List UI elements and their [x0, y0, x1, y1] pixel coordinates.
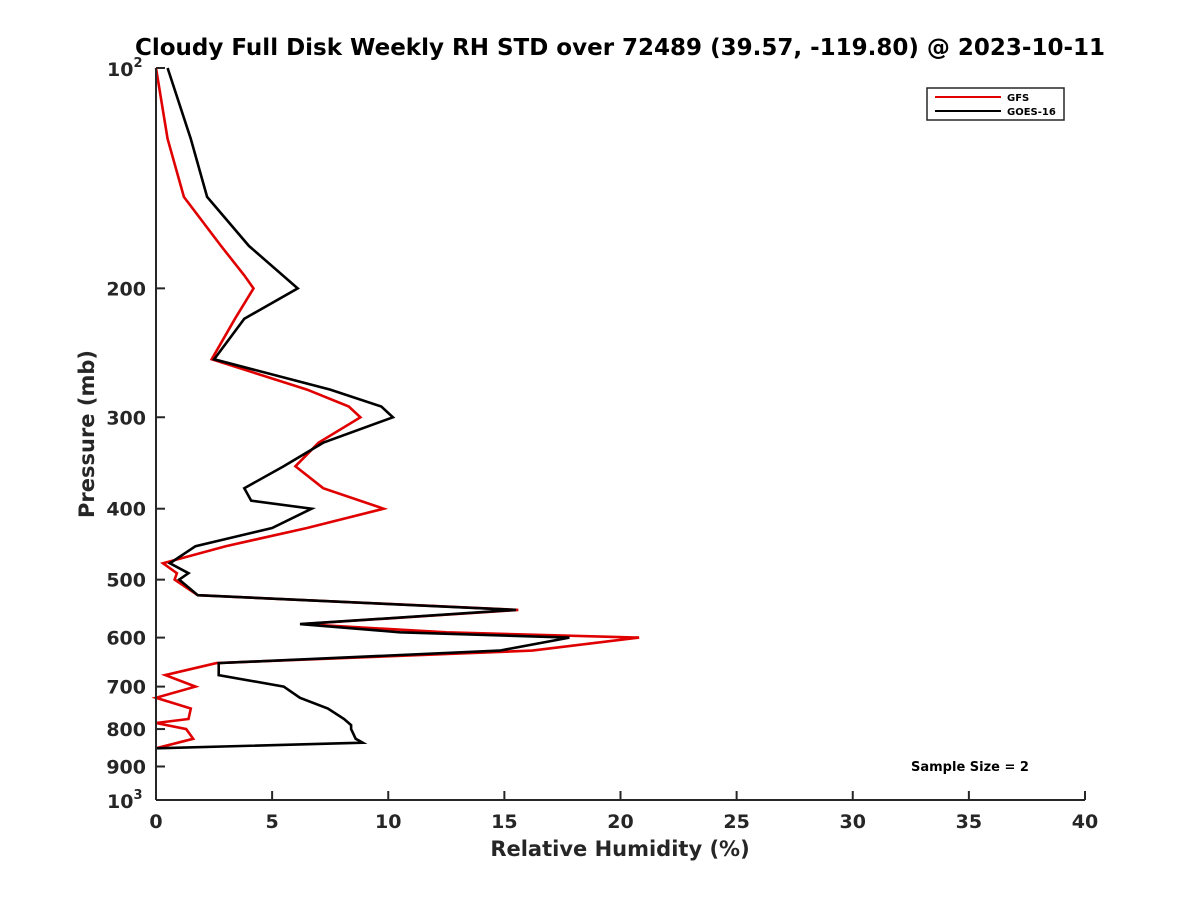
legend-label-gfs: GFS [1007, 93, 1029, 104]
series-line-goes-16 [155, 67, 570, 750]
y-tick-label: 500 [106, 570, 146, 592]
y-tick-label: 800 [106, 719, 146, 741]
x-tick-label: 30 [840, 811, 866, 833]
x-tick-label: 20 [607, 811, 633, 833]
y-axis-label: Pressure (mb) [75, 350, 99, 518]
x-tick-label: 15 [491, 811, 517, 833]
y-tick-label: 700 [106, 677, 146, 699]
y-tick-label: 102 [107, 56, 143, 81]
x-axis-label: Relative Humidity (%) [490, 837, 749, 861]
y-axis-ticks: 102 200 300 400 500 600 700 800 900 103 [106, 56, 165, 813]
series-layer [151, 67, 640, 750]
y-tick-label: 200 [106, 278, 146, 300]
x-tick-label: 40 [1072, 811, 1098, 833]
y-tick-label: 600 [106, 628, 146, 650]
x-tick-label: 5 [266, 811, 279, 833]
x-tick-label: 25 [723, 811, 749, 833]
legend-box [926, 87, 1065, 121]
y-tick-label: 400 [106, 499, 146, 521]
sample-size-annotation: Sample Size = 2 [911, 760, 1029, 775]
series-line-gfs [151, 67, 640, 750]
y-tick-label: 300 [106, 407, 146, 429]
y-tick-label: 103 [107, 788, 143, 813]
chart-title: Cloudy Full Disk Weekly RH STD over 7248… [135, 35, 1105, 61]
y-tick-label: 900 [106, 757, 146, 779]
legend-label-goes16: GOES-16 [1007, 107, 1056, 118]
x-tick-label: 35 [956, 811, 982, 833]
x-tick-label: 0 [149, 811, 162, 833]
x-axis-ticks: 0 5 10 15 20 25 30 35 40 [149, 791, 1098, 833]
legend: GFS GOES-16 [926, 87, 1065, 121]
x-tick-label: 10 [375, 811, 401, 833]
